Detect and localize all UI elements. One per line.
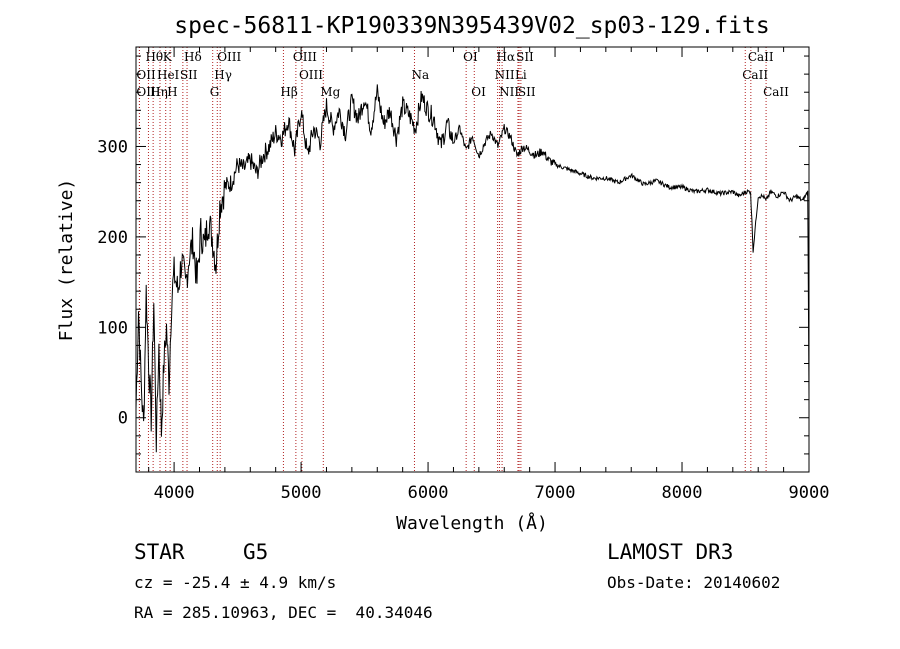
survey-label: LAMOST DR3: [607, 540, 734, 564]
coordinates: RA = 285.10963, DEC = 40.34046: [134, 603, 433, 622]
y-axis-label: Flux (relative): [56, 179, 77, 342]
redshift-cz: cz = -25.4 ± 4.9 km/s: [134, 573, 337, 592]
line-label-nii: NII: [499, 85, 519, 99]
x-tick-label: 6000: [408, 483, 449, 503]
line-label-oiii: OIII: [299, 68, 323, 82]
flux-series-line: [135, 84, 810, 453]
x-tick-label: 4000: [154, 483, 195, 503]
plot-frame: [135, 46, 810, 473]
x-tick-label: 7000: [535, 483, 576, 503]
line-label-oiii: OIII: [217, 50, 241, 64]
line-label-g: G: [210, 85, 220, 99]
line-label-oii: OII: [136, 68, 156, 82]
line-label-caii: CaII: [763, 85, 789, 99]
y-tick-label: 300: [97, 137, 128, 157]
line-label-h: H: [167, 85, 177, 99]
line-label-sii: SII: [180, 68, 198, 82]
emission-line-markers: [138, 47, 767, 472]
x-tick-label: 8000: [662, 483, 703, 503]
line-label-oiii: OIII: [136, 85, 160, 99]
line-label-oiii: OIII: [293, 50, 317, 64]
line-label-hθ: Hθ: [145, 50, 163, 64]
line-label-mg: Mg: [320, 85, 340, 99]
chart-title: spec-56811-KP190339N395439V02_sp03-129.f…: [174, 13, 769, 39]
class-label: STAR: [134, 540, 185, 564]
subclass-label: G5: [243, 540, 269, 564]
y-tick-label: 100: [97, 318, 128, 338]
y-tick-label: 0: [118, 409, 128, 429]
line-label-li: Li: [515, 68, 527, 82]
y-tick-label: 200: [97, 228, 128, 248]
line-label-sii: SII: [518, 85, 536, 99]
line-label-oi: OI: [471, 85, 486, 99]
line-label-hβ: Hβ: [280, 85, 297, 99]
line-label-nii: NII: [495, 68, 515, 82]
line-label-na: Na: [411, 68, 429, 82]
obs-date: Obs-Date: 20140602: [607, 573, 781, 592]
line-label-hei: HeI: [157, 68, 180, 82]
line-label-hα: Hα: [497, 50, 516, 64]
line-label-sii: SII: [516, 50, 534, 64]
line-label-oi: OI: [463, 50, 478, 64]
x-tick-label: 9000: [789, 483, 830, 503]
line-label-hη: Hη: [150, 85, 168, 99]
line-label-hδ: Hδ: [184, 50, 202, 64]
line-label-k: K: [163, 50, 173, 64]
line-label-hγ: Hγ: [214, 68, 232, 82]
line-label-caii: CaII: [742, 68, 768, 82]
x-axis-label: Wavelength (Å): [396, 512, 548, 534]
line-label-caii: CaII: [748, 50, 774, 64]
axis-ticks: 4000 5000 6000 7000 8000 9000 0 100 200 300: [97, 47, 829, 503]
x-tick-label: 5000: [281, 483, 322, 503]
